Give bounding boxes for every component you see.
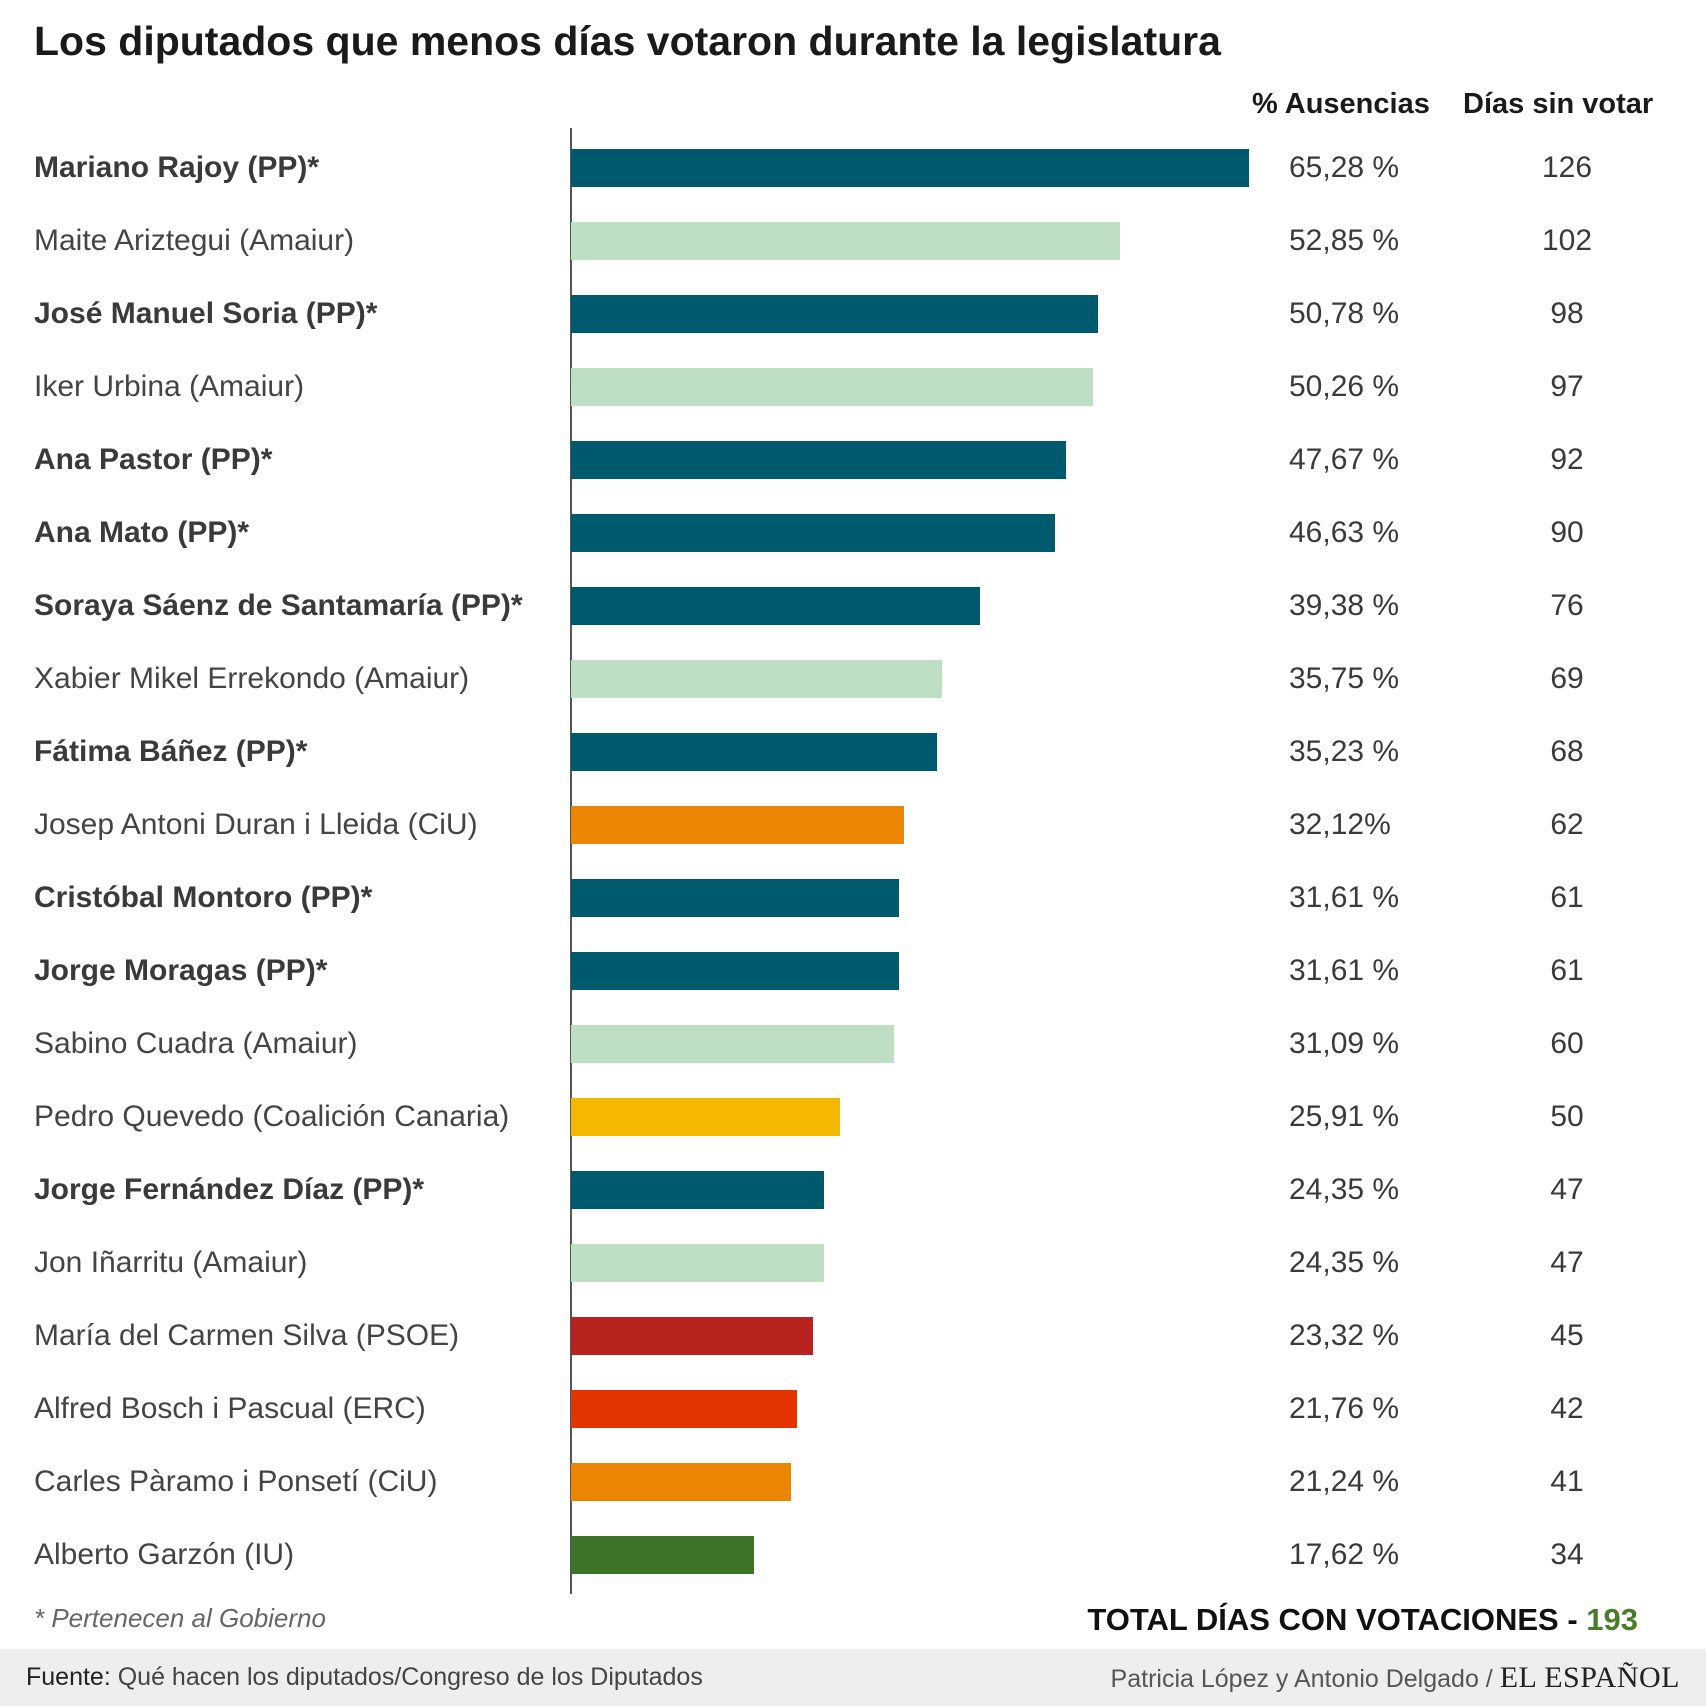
total-label: TOTAL DÍAS CON VOTACIONES -: [1087, 1602, 1587, 1637]
deputy-name: Jon Iñarritu (Amaiur): [34, 1246, 308, 1279]
absence-pct-label: 21,76 %: [1289, 1392, 1400, 1425]
absence-pct-label: 39,38 %: [1289, 589, 1400, 622]
column-header-days-without-voting: Días sin votar: [1463, 88, 1654, 120]
absence-bar: [571, 1317, 813, 1355]
total-voting-days: TOTAL DÍAS CON VOTACIONES - 193: [1087, 1602, 1638, 1638]
days-without-voting-label: 34: [1550, 1538, 1584, 1571]
deputy-name: Xabier Mikel Errekondo (Amaiur): [34, 662, 470, 695]
days-without-voting-label: 92: [1550, 443, 1584, 476]
source-text: Qué hacen los diputados/Congreso de los …: [110, 1663, 703, 1691]
absence-pct-label: 35,23 %: [1289, 735, 1400, 768]
deputy-name: Fátima Báñez (PP)*: [34, 735, 308, 768]
deputy-name: Maite Ariztegui (Amaiur): [34, 224, 355, 257]
deputy-name: Jorge Fernández Díaz (PP)*: [34, 1173, 425, 1206]
deputy-name: Soraya Sáenz de Santamaría (PP)*: [34, 589, 523, 622]
absence-pct-label: 21,24 %: [1289, 1465, 1400, 1498]
absence-bar: [571, 1536, 754, 1574]
absence-bar: [571, 587, 980, 625]
absence-bar: [571, 879, 899, 917]
days-without-voting-label: 61: [1550, 954, 1584, 987]
absence-pct-label: 52,85 %: [1289, 224, 1400, 257]
days-without-voting-label: 68: [1550, 735, 1584, 768]
deputy-name: Alfred Bosch i Pascual (ERC): [34, 1392, 426, 1425]
absence-bar: [571, 514, 1055, 552]
total-value: 193: [1586, 1602, 1638, 1637]
days-without-voting-label: 47: [1550, 1173, 1584, 1206]
days-without-voting-label: 61: [1550, 881, 1584, 914]
absence-pct-label: 17,62 %: [1289, 1538, 1400, 1571]
absence-bar: [571, 733, 937, 771]
deputy-name: Ana Mato (PP)*: [34, 516, 250, 549]
deputy-name: María del Carmen Silva (PSOE): [34, 1319, 460, 1352]
absence-pct-label: 25,91 %: [1289, 1100, 1400, 1133]
absence-bar: [571, 806, 904, 844]
absence-bar: [571, 1025, 894, 1063]
days-without-voting-label: 42: [1550, 1392, 1584, 1425]
days-without-voting-label: 76: [1550, 589, 1584, 622]
absence-bar: [571, 952, 899, 990]
days-without-voting-label: 47: [1550, 1246, 1584, 1279]
source-credit: Fuente: Qué hacen los diputados/Congreso…: [26, 1663, 703, 1692]
absence-pct-label: 31,09 %: [1289, 1027, 1400, 1060]
axis-line: [570, 128, 572, 1594]
days-without-voting-label: 69: [1550, 662, 1584, 695]
absence-bar: [571, 1098, 840, 1136]
days-without-voting-label: 102: [1541, 224, 1593, 257]
days-without-voting-label: 45: [1550, 1319, 1584, 1352]
absence-bar: [571, 1390, 797, 1428]
absence-pct-label: 24,35 %: [1289, 1173, 1400, 1206]
absence-pct-label: 65,28 %: [1289, 151, 1400, 184]
absence-bar: [571, 1171, 824, 1209]
footer-bar: Fuente: Qué hacen los diputados/Congreso…: [0, 1649, 1706, 1706]
deputy-name: José Manuel Soria (PP)*: [34, 297, 378, 330]
days-without-voting-label: 41: [1550, 1465, 1584, 1498]
absence-bar: [571, 441, 1066, 479]
source-label: Fuente:: [26, 1663, 111, 1691]
author-credit: Patricia López y Antonio Delgado / EL ES…: [1111, 1661, 1680, 1695]
deputy-name: Alberto Garzón (IU): [34, 1538, 295, 1571]
days-without-voting-label: 97: [1550, 370, 1584, 403]
absence-pct-label: 47,67 %: [1289, 443, 1400, 476]
absence-pct-label: 24,35 %: [1289, 1246, 1400, 1279]
absence-bar: [571, 149, 1249, 187]
deputy-name: Mariano Rajoy (PP)*: [34, 151, 320, 184]
chart-title: Los diputados que menos días votaron dur…: [34, 18, 1221, 64]
absence-pct-label: 46,63 %: [1289, 516, 1400, 549]
column-header-pct-absences: % Ausencias: [1252, 88, 1430, 120]
days-without-voting-label: 60: [1550, 1027, 1584, 1060]
deputy-name: Ana Pastor (PP)*: [34, 443, 273, 476]
absence-bar: [571, 368, 1093, 406]
absence-bar: [571, 660, 942, 698]
absence-pct-label: 31,61 %: [1289, 881, 1400, 914]
absence-bar: [571, 1463, 791, 1501]
absence-bar: [571, 295, 1098, 333]
days-without-voting-label: 50: [1550, 1100, 1584, 1133]
deputy-name: Carles Pàramo i Ponsetí (CiU): [34, 1465, 438, 1498]
brand-logo: EL ESPAÑOL: [1499, 1661, 1680, 1694]
absence-pct-label: 35,75 %: [1289, 662, 1400, 695]
deputy-name: Pedro Quevedo (Coalición Canaria): [34, 1100, 510, 1133]
deputy-name: Jorge Moragas (PP)*: [34, 954, 328, 987]
absence-bar: [571, 1244, 824, 1282]
days-without-voting-label: 98: [1550, 297, 1584, 330]
deputy-name: Cristóbal Montoro (PP)*: [34, 881, 373, 914]
deputy-name: Iker Urbina (Amaiur): [34, 370, 305, 403]
author-names: Patricia López y Antonio Delgado /: [1110, 1665, 1500, 1693]
deputy-name: Josep Antoni Duran i Lleida (CiU): [34, 808, 478, 841]
absence-bar: [571, 222, 1120, 260]
deputy-name: Sabino Cuadra (Amaiur): [34, 1027, 358, 1060]
absence-pct-label: 23,32 %: [1289, 1319, 1400, 1352]
absence-pct-label: 50,26 %: [1289, 370, 1400, 403]
days-without-voting-label: 90: [1550, 516, 1584, 549]
absence-pct-label: 31,61 %: [1289, 954, 1400, 987]
footnote: * Pertenecen al Gobierno: [34, 1603, 326, 1633]
absence-pct-label: 32,12%: [1289, 808, 1391, 841]
days-without-voting-label: 62: [1550, 808, 1584, 841]
days-without-voting-label: 126: [1541, 151, 1593, 184]
absence-pct-label: 50,78 %: [1289, 297, 1400, 330]
